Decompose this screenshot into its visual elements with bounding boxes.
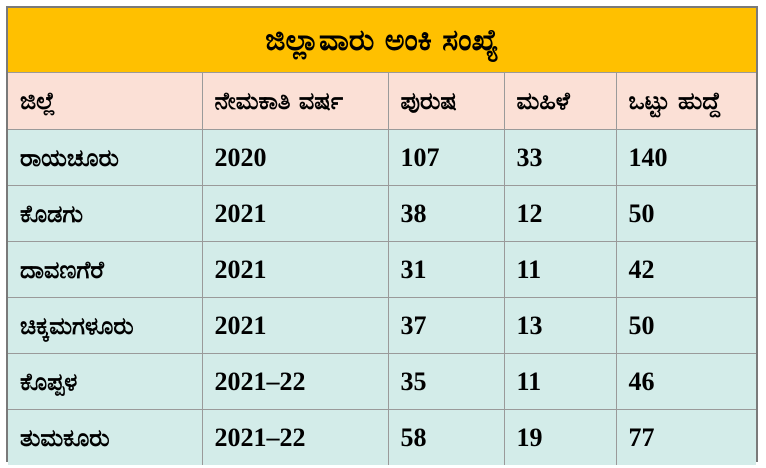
cell-male: 107 (387, 129, 505, 186)
cell-district: ರಾಯಚೂರು (8, 129, 203, 186)
cell-total: 46 (615, 353, 756, 410)
table-row: ತುಮಕೂರು 2021–22 58 19 77 (8, 409, 756, 465)
district-stats-table-card: ಜಿಲ್ಲಾವಾರು ಅಂಕಿ ಸಂಖ್ಯೆ ಜಿಲ್ಲೆ ನೇಮಕಾತಿ ವರ… (6, 6, 758, 465)
cell-female: 11 (503, 353, 617, 410)
cell-male: 58 (387, 409, 505, 465)
district-stats-table: ಜಿಲ್ಲೆ ನೇಮಕಾತಿ ವರ್ಷ ಪುರುಷ ಮಹಿಳೆ ಒಟ್ಟು ಹು… (8, 72, 756, 465)
table-row: ದಾವಣಗೆರೆ 2021 31 11 42 (8, 241, 756, 298)
cell-female: 33 (503, 129, 617, 186)
cell-female: 11 (503, 241, 617, 298)
cell-year: 2021 (201, 297, 389, 354)
cell-district: ದಾವಣಗೆರೆ (8, 241, 203, 298)
cell-year: 2021–22 (201, 353, 389, 410)
cell-female: 12 (503, 185, 617, 242)
header-total-posts: ಒಟ್ಟು ಹುದ್ದೆ (615, 72, 756, 130)
cell-male: 38 (387, 185, 505, 242)
cell-total: 50 (615, 297, 756, 354)
cell-district: ಚಿಕ್ಕಮಗಳೂರು (8, 297, 203, 354)
cell-year: 2021 (201, 241, 389, 298)
cell-male: 31 (387, 241, 505, 298)
header-male: ಪುರುಷ (387, 72, 505, 130)
table-title: ಜಿಲ್ಲಾವಾರು ಅಂಕಿ ಸಂಖ್ಯೆ (8, 8, 756, 73)
cell-total: 77 (615, 409, 756, 465)
header-row: ಜಿಲ್ಲೆ ನೇಮಕಾತಿ ವರ್ಷ ಪುರುಷ ಮಹಿಳೆ ಒಟ್ಟು ಹು… (8, 72, 756, 130)
cell-female: 13 (503, 297, 617, 354)
table-row: ಕೊಪ್ಪಳ 2021–22 35 11 46 (8, 353, 756, 410)
cell-district: ಕೊಪ್ಪಳ (8, 353, 203, 410)
header-female: ಮಹಿಳೆ (503, 72, 617, 130)
cell-year: 2021–22 (201, 409, 389, 465)
table-row: ಕೊಡಗು 2021 38 12 50 (8, 185, 756, 242)
cell-year: 2020 (201, 129, 389, 186)
cell-male: 37 (387, 297, 505, 354)
cell-total: 50 (615, 185, 756, 242)
cell-year: 2021 (201, 185, 389, 242)
cell-district: ಕೊಡಗು (8, 185, 203, 242)
cell-district: ತುಮಕೂರು (8, 409, 203, 465)
header-district: ಜಿಲ್ಲೆ (8, 72, 203, 130)
cell-total: 42 (615, 241, 756, 298)
cell-male: 35 (387, 353, 505, 410)
cell-total: 140 (615, 129, 756, 186)
table-row: ರಾಯಚೂರು 2020 107 33 140 (8, 129, 756, 186)
header-recruitment-year: ನೇಮಕಾತಿ ವರ್ಷ (201, 72, 389, 130)
cell-female: 19 (503, 409, 617, 465)
table-row: ಚಿಕ್ಕಮಗಳೂರು 2021 37 13 50 (8, 297, 756, 354)
